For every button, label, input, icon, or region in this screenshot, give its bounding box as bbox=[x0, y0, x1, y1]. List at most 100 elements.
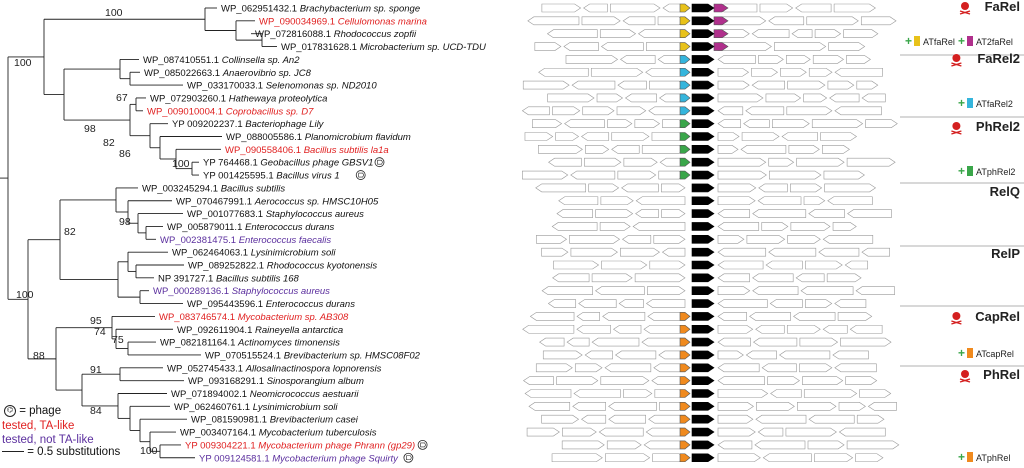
neighbour-gene bbox=[861, 93, 886, 103]
neighbour-gene bbox=[774, 42, 827, 51]
neighbour-gene bbox=[838, 402, 866, 411]
neighbour-gene bbox=[808, 414, 855, 424]
neighbour-gene bbox=[576, 324, 611, 334]
neighbour-gene bbox=[765, 260, 803, 270]
neighbour-gene bbox=[653, 235, 686, 244]
neighbour-gene bbox=[787, 235, 821, 244]
leaf-label: WP_003407164.1 Mycobacterium tuberculosi… bbox=[180, 428, 377, 439]
svg-text:ATphRel2: ATphRel2 bbox=[976, 167, 1015, 177]
neighbour-gene bbox=[616, 106, 647, 116]
neighbour-gene bbox=[556, 376, 599, 385]
neighbour-gene bbox=[535, 363, 573, 373]
neighbour-gene bbox=[847, 209, 892, 218]
neighbour-gene bbox=[571, 80, 616, 90]
neighbour-gene bbox=[623, 157, 658, 167]
antitoxin-gene bbox=[679, 42, 691, 51]
leaf-labels: WP_062951432.1 Brachybacterium sp. spong… bbox=[142, 4, 486, 465]
neighbour-gene bbox=[661, 247, 686, 257]
leaf-label: WP_089252822.1 Rhodococcus kyotonensis bbox=[188, 261, 377, 272]
neighbour-gene bbox=[845, 376, 878, 385]
neighbour-gene bbox=[717, 337, 751, 347]
neighbour-gene bbox=[753, 337, 798, 347]
neighbour-gene bbox=[838, 427, 886, 437]
neighbour-gene bbox=[602, 312, 646, 321]
neighbour-gene bbox=[578, 299, 617, 308]
antitoxin2-gene bbox=[713, 16, 729, 26]
neighbour-gene bbox=[829, 93, 860, 103]
antitoxin-gene bbox=[679, 389, 691, 398]
neighbour-gene bbox=[761, 222, 789, 231]
bootstrap-value: 98 bbox=[119, 216, 131, 228]
phage-icon bbox=[403, 452, 414, 463]
neighbour-gene bbox=[645, 427, 686, 437]
neighbour-gene bbox=[607, 119, 633, 128]
neighbour-gene bbox=[834, 106, 882, 116]
bootstrap-value: 91 bbox=[90, 364, 102, 376]
svg-text:PhRel2: PhRel2 bbox=[976, 119, 1020, 134]
neighbour-gene bbox=[591, 273, 633, 283]
rsh-gene bbox=[691, 247, 715, 257]
neighbour-gene bbox=[751, 67, 779, 77]
legend-phage: ⌬ = phage bbox=[4, 405, 61, 417]
legend-tested-ta: tested, TA-like bbox=[2, 420, 75, 432]
bootstrap-value: 82 bbox=[103, 137, 115, 149]
rsh-gene bbox=[691, 29, 715, 39]
rsh-gene bbox=[691, 209, 715, 218]
neighbour-gene bbox=[538, 67, 589, 77]
neighbour-gene bbox=[541, 286, 593, 296]
leaf-label: WP_082181164.1 Actinomyces timonensis bbox=[160, 338, 340, 349]
neighbour-gene bbox=[643, 440, 686, 450]
neighbour-gene bbox=[539, 337, 565, 347]
neighbour-gene bbox=[541, 414, 580, 424]
neighbour-gene bbox=[641, 337, 686, 347]
neighbour-gene bbox=[611, 132, 650, 141]
neighbour-gene bbox=[647, 312, 686, 321]
antitoxin-gene bbox=[679, 414, 691, 424]
neighbour-gene bbox=[637, 29, 686, 39]
neighbour-gene bbox=[717, 324, 754, 334]
rsh-gene bbox=[691, 286, 715, 296]
legend-scale-bar: = 0.5 substitutions bbox=[2, 446, 120, 458]
family-label: FaRel2 bbox=[977, 51, 1020, 66]
neighbour-gene bbox=[618, 299, 644, 308]
neighbour-gene bbox=[786, 55, 811, 64]
antitoxin-gene bbox=[679, 402, 691, 411]
svg-text:+: + bbox=[958, 346, 965, 360]
rsh-gene bbox=[691, 260, 715, 270]
neighbour-gene bbox=[547, 299, 577, 308]
antitoxin-gene bbox=[679, 376, 691, 385]
neighbour-gene bbox=[599, 29, 637, 39]
svg-text:FaRel: FaRel bbox=[985, 0, 1020, 14]
neighbour-gene bbox=[604, 363, 652, 373]
neighbour-gene bbox=[634, 273, 686, 283]
antitoxin-key: + ATphRel2 bbox=[958, 164, 1015, 178]
leaf-label: WP_005879011.1 Enterococcus durans bbox=[167, 222, 334, 233]
leaf-label: WP_072816088.1 Rhodococcus zopfii bbox=[255, 29, 417, 40]
neighbour-gene bbox=[717, 145, 739, 154]
neighbour-gene bbox=[591, 337, 640, 347]
neighbour-gene bbox=[865, 119, 898, 128]
neighbour-gene bbox=[643, 324, 686, 334]
neighbour-gene bbox=[535, 183, 587, 193]
rsh-gene bbox=[691, 299, 715, 308]
rsh-gene bbox=[691, 376, 715, 385]
leaf-label: WP_090558406.1 Bacillus subtilis la1a bbox=[225, 145, 389, 156]
neighbour-gene bbox=[803, 93, 828, 103]
rsh-gene bbox=[691, 42, 715, 51]
neighbour-gene bbox=[820, 132, 858, 141]
neighbour-gene bbox=[746, 235, 786, 244]
neighbour-gene bbox=[595, 209, 634, 218]
rsh-gene bbox=[691, 16, 715, 26]
neighbour-gene bbox=[576, 312, 600, 321]
neighbour-gene bbox=[717, 209, 751, 218]
antitoxin-gene bbox=[679, 145, 691, 154]
leaf-label: WP_000289136.1 Staphylococcus aureus bbox=[153, 286, 330, 297]
leaf-label: WP_088005586.1 Planomicrobium flavidum bbox=[226, 132, 411, 143]
neighbour-gene bbox=[546, 29, 598, 39]
bootstrap-value: 95 bbox=[90, 315, 102, 327]
neighbour-gene bbox=[761, 363, 797, 373]
neighbour-gene bbox=[855, 453, 884, 463]
neighbour-gene bbox=[553, 260, 600, 270]
leaf-label: WP_087410551.1 Collinsella sp. An2 bbox=[143, 55, 300, 66]
neighbour-gene bbox=[564, 119, 605, 128]
